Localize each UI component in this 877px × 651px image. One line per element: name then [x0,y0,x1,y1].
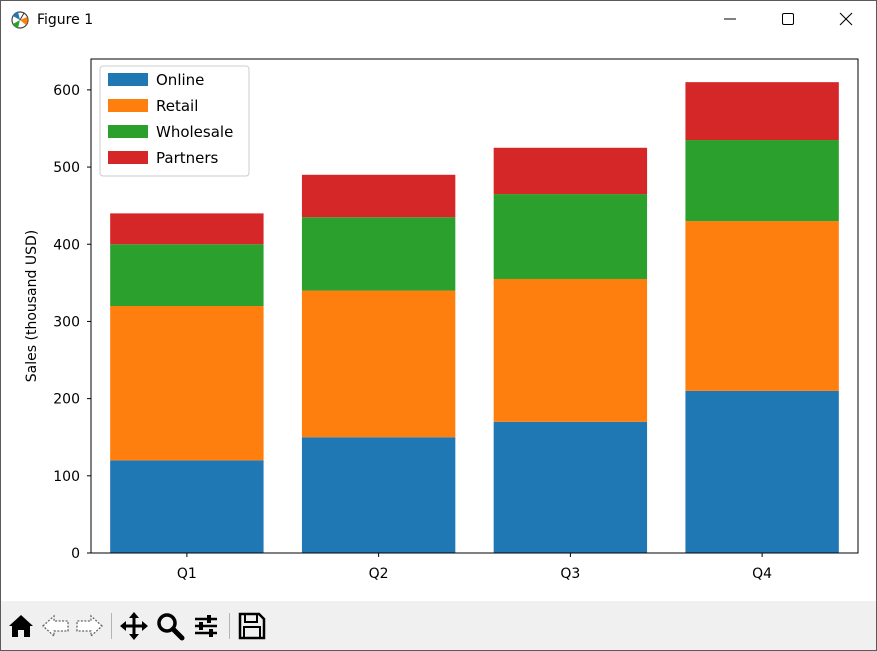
bar-retail-q4 [685,221,839,391]
save-button[interactable] [237,611,267,641]
close-icon [839,12,853,26]
y-tick-label: 600 [53,83,80,99]
y-tick-label: 500 [53,160,80,176]
title-bar[interactable]: Figure 1 [1,1,876,39]
bar-retail-q3 [493,278,648,422]
y-tick-label: 0 [71,546,80,562]
maximize-button[interactable] [760,1,818,39]
x-tick-label: Q4 [752,566,772,582]
toolbar-separator [229,613,230,639]
y-tick-label: 100 [53,469,80,485]
home-icon [9,615,33,637]
bar-online-q2 [301,437,456,553]
legend-swatch-wholesale [108,125,148,138]
forward-button[interactable] [74,611,104,641]
bar-online-q4 [685,390,839,553]
bar-partners-q2 [301,174,456,218]
window-title: Figure 1 [37,12,94,28]
back-icon [42,614,69,638]
back-button[interactable] [41,611,71,641]
y-tick-label: 200 [53,392,80,408]
bar-online-q1 [110,460,264,553]
bar-wholesale-q2 [301,217,456,291]
y-tick-label: 300 [53,314,80,330]
legend-swatch-online [108,73,148,86]
minimize-icon [724,18,736,20]
save-icon [238,612,266,640]
bar-partners-q1 [110,213,264,245]
pan-icon [120,612,148,640]
zoom-icon [157,613,185,641]
home-button[interactable] [6,611,36,641]
y-tick-label: 400 [53,237,80,253]
legend-label-partners: Partners [156,149,219,167]
bar-wholesale-q1 [110,244,264,306]
zoom-button[interactable] [155,611,185,641]
bar-online-q3 [493,421,648,553]
legend-swatch-retail [108,99,148,112]
configure-subplots-button[interactable] [191,611,221,641]
toolbar-separator [111,613,112,639]
minimize-button[interactable] [702,1,760,39]
bar-partners-q3 [493,147,648,195]
bar-retail-q2 [301,290,456,438]
axes-frame [90,58,859,554]
figure-canvas[interactable]: Q1 Q2 Q3 Q4 0 100 200 300 400 500 600 Sales (thousa… [1,39,876,601]
matplotlib-icon [10,10,30,30]
x-tick-label: Q3 [560,566,580,582]
bar-wholesale-q4 [685,140,839,222]
bar-wholesale-q3 [493,194,648,279]
x-tick-label: Q1 [177,566,197,582]
legend-label-retail: Retail [156,97,198,115]
stacked-bar-chart: Q1 Q2 Q3 Q4 0 100 200 300 400 500 600 Sales (thousa… [24,58,859,582]
configure-subplots-icon [195,615,217,637]
forward-icon [76,614,103,638]
navigation-toolbar [1,601,876,650]
bar-retail-q1 [110,306,264,461]
maximize-icon [782,13,794,25]
legend-label-wholesale: Wholesale [156,123,233,141]
bar-partners-q4 [685,82,839,141]
close-button[interactable] [818,1,876,39]
x-tick-label: Q2 [369,566,389,582]
legend-label-online: Online [156,71,204,89]
legend-box [99,65,250,177]
pan-button[interactable] [119,611,149,641]
legend-swatch-partners [108,151,148,164]
y-axis-label: Sales (thousand USD) [24,230,40,382]
